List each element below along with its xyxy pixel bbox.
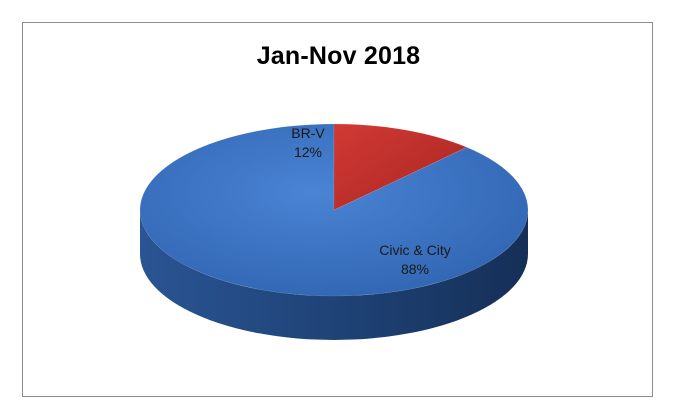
pie-slice-civic-city: [139, 123, 529, 297]
slice-label-br-v: BR-V: [291, 125, 325, 141]
chart-title: Jan-Nov 2018: [256, 42, 421, 70]
pie-side-wall: [140, 210, 528, 340]
slice-value-br-v: 12%: [294, 144, 322, 160]
slice-value-civic-city: 88%: [401, 261, 429, 277]
pie-chart: Civic & City 88% BR-V 12%: [139, 123, 529, 340]
chart-frame: Jan-Nov 2018 Civic & City 88% BR-V 12%: [22, 22, 653, 397]
pie-slice-br-v: [333, 123, 468, 211]
slice-label-civic-city: Civic & City: [379, 242, 451, 258]
